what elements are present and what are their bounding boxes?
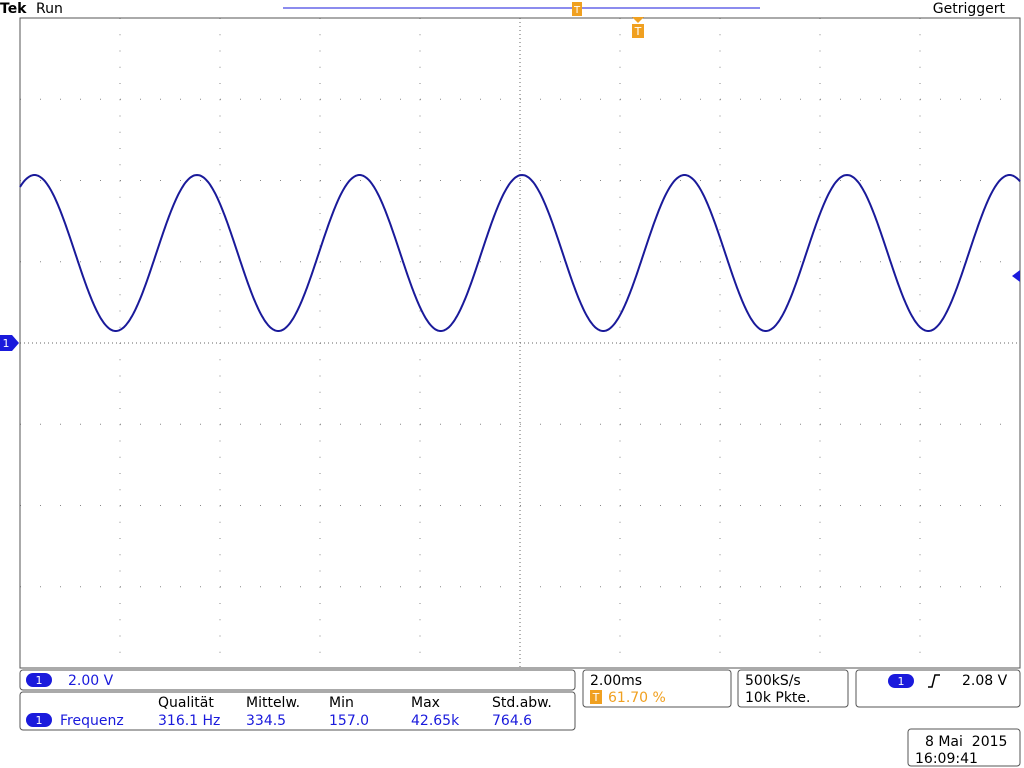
channel-badge [26,673,52,687]
measurement-value: 42.65k [411,713,460,729]
measurement-table: Qualität Mittelw. Min Max Std.abw. 316.1 Hz 33… [158,695,552,729]
trigger-letter: T [634,25,642,38]
measurement-value: 157.0 [329,713,369,729]
record-trigger-letter: T [573,5,581,16]
measurement-badge [26,713,52,727]
trigger-pointer [632,17,644,23]
measurement-name: Frequenz [60,713,124,729]
trigger-badge-label: 1 [898,675,905,688]
measurement-badge-label: 1 [36,714,43,727]
measurement-header: Std.abw. [492,695,552,711]
date: 8 Mai 2015 [925,734,1007,750]
trigger-state: Getriggert [933,1,1006,17]
acquisition-box [737,669,849,708]
rising-edge-icon [928,674,940,688]
measurement-header: Qualität [158,695,214,711]
measurement-header: Mittelw. [246,695,300,711]
channel-marker-label: 1 [3,337,10,350]
graticule [20,18,1020,668]
graticule-frame [19,17,1021,669]
run-state: Run [36,1,63,17]
waveform [19,173,1021,332]
trigger-badge [888,674,914,688]
timebase-box [582,669,732,708]
channel-badge-label: 1 [36,674,43,687]
trigger-icon [632,24,644,38]
channel-ground-marker [0,335,19,351]
channel-box [19,669,576,691]
trigger-level: 2.08 V [962,673,1008,689]
record-length: 10k Pkte. [745,690,810,706]
channel-scale: 2.00 V [68,673,114,689]
brand: Tek [0,1,27,17]
trigger-level-marker [1012,270,1020,282]
datetime-box [907,728,1021,767]
time: 16:09:41 [915,751,978,767]
timebase-scale: 2.00ms [590,673,642,689]
timebase-trigger-icon [590,690,602,704]
measurement-value: 764.6 [492,713,532,729]
timebase-trigger-letter: T [592,691,600,704]
measurement-value: 334.5 [246,713,286,729]
measurement-header: Max [411,695,440,711]
measurement-value: 316.1 Hz [158,713,220,729]
measurement-header: Min [329,695,354,711]
sample-rate: 500kS/s [745,673,801,689]
trigger-position: 61.70 % [608,690,666,706]
record-trigger-icon [572,2,582,16]
measurement-box [19,691,576,731]
